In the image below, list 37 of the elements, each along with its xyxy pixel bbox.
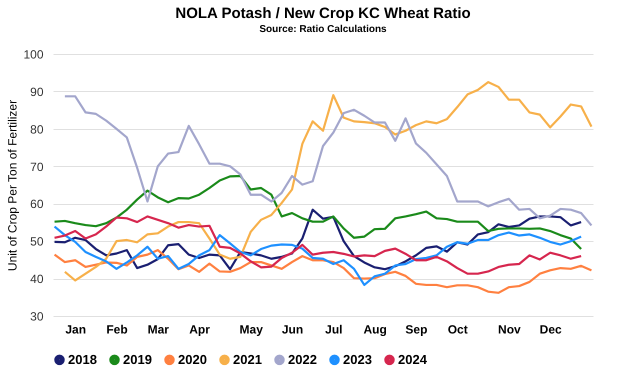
x-tick-label: May (240, 322, 264, 336)
line-series (53, 215, 582, 275)
line-series (53, 225, 582, 286)
legend-label: 2019 (123, 352, 152, 367)
x-tick-label: Nov (498, 322, 522, 336)
x-tick-label: Jul (325, 322, 342, 336)
line-series (64, 80, 593, 282)
y-tick-label: 60 (30, 197, 44, 212)
y-axis-title: Unit of Crop Per Ton of Fertilizer (5, 100, 20, 272)
y-tick-label: 90 (30, 84, 44, 99)
legend-label: 2023 (343, 352, 372, 367)
x-tick-label: Sep (405, 322, 428, 336)
legend-label: 2024 (398, 352, 428, 367)
x-tick-label: Aug (363, 322, 387, 336)
line-series (53, 174, 582, 250)
line-series (53, 208, 582, 270)
line-series (53, 249, 593, 294)
legend-label: 2020 (178, 352, 207, 367)
x-tick-label: Feb (106, 322, 128, 336)
legend-label: 2018 (68, 352, 97, 367)
y-tick-label: 70 (30, 160, 44, 174)
x-tick-label: Dec (540, 322, 562, 336)
y-tick-label: 40 (30, 272, 44, 286)
y-tick-label: 50 (30, 234, 44, 249)
line-series (64, 95, 593, 227)
legend-label: 2022 (288, 352, 317, 367)
x-tick-label: Mar (148, 322, 170, 336)
chart-subtitle: Source: Ratio Calculations (259, 24, 388, 35)
x-tick-label: Jan (65, 322, 86, 336)
x-tick-label: Jun (282, 322, 304, 336)
y-tick-label: 100 (23, 48, 44, 62)
chart-title: NOLA Potash / New Crop KC Wheat Ratio (175, 5, 471, 22)
y-tick-label: 30 (30, 310, 44, 324)
x-tick-label: Apr (189, 322, 210, 336)
x-tick-label: Oct (448, 322, 468, 336)
legend-label: 2021 (233, 352, 262, 367)
y-tick-label: 80 (30, 122, 44, 136)
